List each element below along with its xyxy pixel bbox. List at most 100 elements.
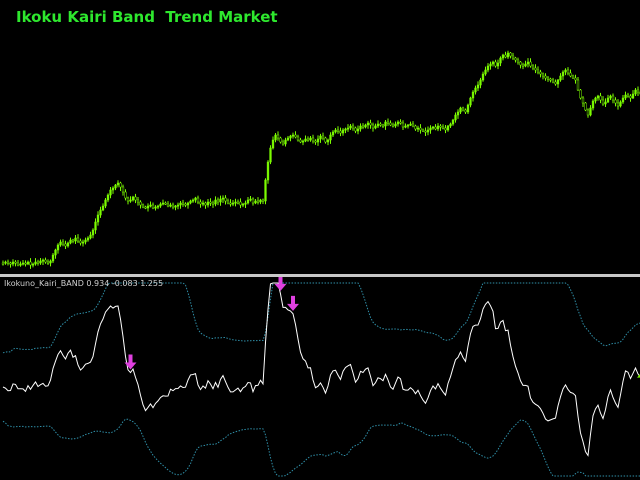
price-candle-body (561, 71, 565, 77)
price-candle-body (174, 205, 177, 208)
price-candle-body (444, 127, 447, 131)
price-candle-body (256, 200, 260, 203)
price-candle-body (424, 130, 427, 133)
price-candle-body (354, 127, 357, 132)
price-candle-body (406, 124, 410, 127)
price-candle-body (504, 54, 507, 58)
indicator-window[interactable]: Ikokuno_Kairi_BAND 0.934 -0.083 1.255 (0, 277, 640, 480)
price-candle-body (541, 73, 545, 77)
price-candle-body (516, 59, 520, 63)
price-candle-body (599, 95, 602, 101)
price-candle-body (359, 125, 362, 130)
price-candle-body (66, 242, 70, 247)
indicator-name: Ikokuno_Kairi_BAND (4, 279, 84, 288)
price-candle-body (241, 203, 245, 206)
window-divider[interactable] (0, 274, 640, 277)
price-candle-body (199, 201, 202, 205)
price-candle-body (196, 197, 200, 203)
price-candle-body (399, 121, 402, 124)
price-candle-body (296, 136, 300, 141)
price-candle-body (151, 204, 155, 209)
price-candle-body (546, 77, 550, 80)
price-candle-body (161, 202, 165, 205)
price-candle-body (609, 95, 612, 99)
price-candle-body (569, 72, 572, 77)
price-candle-body (206, 201, 210, 206)
price-candle-body (499, 57, 502, 64)
price-candle-body (341, 129, 345, 134)
price-candle-body (164, 202, 167, 205)
price-candle-body (591, 100, 595, 109)
price-candle-body (439, 125, 442, 128)
price-candle-body (456, 111, 460, 116)
price-candle-body (429, 127, 432, 131)
price-candle-body (316, 138, 320, 143)
price-candle-body (436, 125, 440, 130)
price-candle-body (571, 75, 575, 79)
price-candle-body (634, 89, 637, 95)
price-candle-body (314, 140, 317, 143)
price-candle-body (616, 102, 620, 107)
price-candle-body (371, 124, 375, 129)
price-chart-window[interactable]: Ikoku Kairi Band Trend Market (0, 0, 640, 274)
price-candle-body (466, 104, 470, 113)
price-candle-body (81, 241, 85, 244)
price-candle-body (16, 262, 20, 266)
price-candle-body (291, 134, 295, 137)
indicator-canvas (2, 277, 640, 477)
price-candle-body (584, 102, 587, 111)
price-candle-body (239, 201, 242, 206)
price-candle-body (79, 240, 82, 244)
price-candle-body (389, 122, 392, 126)
price-candle-body (119, 182, 122, 188)
price-candle-body (364, 124, 367, 128)
price-candle-body (144, 206, 147, 209)
price-candle-body (369, 122, 372, 126)
price-candle-body (176, 204, 180, 207)
price-candle-body (189, 200, 192, 204)
price-candle-body (631, 93, 635, 99)
price-candle-body (224, 197, 227, 202)
price-candle-body (179, 202, 182, 206)
price-candle-body (394, 123, 397, 127)
price-candle-body (261, 199, 265, 202)
price-candle-body (636, 89, 640, 93)
price-candle-body (459, 107, 462, 113)
price-candle-body (99, 209, 102, 216)
price-candle-body (186, 202, 190, 206)
price-candle-body (71, 239, 75, 242)
price-candle-body (301, 140, 305, 143)
price-candle-body (116, 182, 120, 186)
price-candle-body (121, 186, 125, 193)
price-candle-body (244, 202, 247, 205)
price-candle-body (129, 199, 132, 202)
price-candle-body (484, 69, 487, 75)
price-candle-body (536, 69, 540, 73)
price-candle-body (596, 95, 600, 99)
price-candle-body (61, 241, 65, 245)
price-candle-body (101, 205, 105, 211)
price-candle-body (606, 97, 610, 103)
price-candle-body (624, 94, 627, 99)
price-candle-body (356, 128, 360, 132)
sell-arrow-icon (274, 277, 287, 291)
price-candle-body (169, 204, 172, 207)
price-candle-body (366, 122, 370, 126)
price-candle-body (51, 254, 55, 262)
price-candle-body (566, 69, 570, 74)
price-candle-body (594, 97, 597, 102)
price-candle-body (419, 127, 422, 131)
price-candle-body (521, 64, 525, 67)
price-candle-body (334, 129, 337, 133)
price-candle-body (279, 137, 282, 143)
price-candle-body (249, 198, 252, 201)
price-candle-body (321, 135, 325, 139)
price-candle-body (614, 99, 617, 104)
price-candle-body (156, 205, 160, 208)
price-candle-body (251, 198, 255, 204)
price-candle-body (469, 97, 472, 106)
price-candle-body (6, 261, 10, 264)
price-candle-body (604, 101, 607, 105)
price-candle-body (551, 79, 555, 83)
